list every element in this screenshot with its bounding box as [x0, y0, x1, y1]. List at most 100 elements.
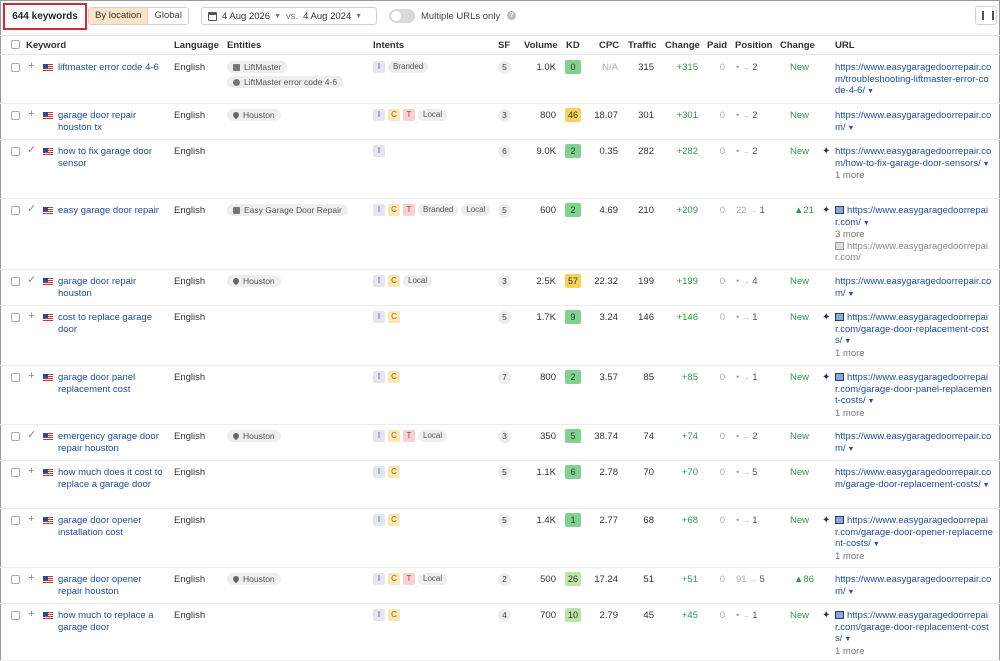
check-icon[interactable]: ✓ [27, 144, 37, 156]
entity-chip[interactable]: Houston [227, 109, 281, 121]
url-link[interactable]: https://www.easygaragedoorrepair.com/ [835, 574, 992, 597]
col-kd[interactable]: KD [566, 40, 580, 51]
more-urls-link[interactable]: 1 more [835, 645, 865, 657]
url-dropdown-icon[interactable]: ▼ [860, 219, 870, 227]
sf-count[interactable]: 3 [498, 275, 511, 288]
url-link[interactable]: https://www.easygaragedoorrepair.com/tro… [835, 62, 992, 96]
sf-count[interactable]: 5 [498, 466, 511, 479]
row-checkbox[interactable] [11, 373, 20, 382]
col-keyword[interactable]: Keyword [26, 40, 67, 51]
url-dropdown-icon[interactable]: ▼ [980, 160, 990, 168]
url-link[interactable]: https://www.easygaragedoorrepair.com/ [835, 431, 992, 454]
chevron-down-icon[interactable]: ▼ [355, 12, 363, 20]
multiple-urls-toggle[interactable] [389, 9, 415, 23]
col-position-change[interactable]: Change [780, 40, 815, 51]
keyword-link[interactable]: liftmaster error code 4-6 [58, 62, 159, 73]
entity-chip[interactable]: LiftMaster error code 4-6 [227, 76, 344, 88]
row-checkbox[interactable] [11, 611, 20, 620]
url-link[interactable]: https://www.easygaragedoorrepair.com/gar… [835, 515, 993, 549]
sf-count[interactable]: 5 [498, 514, 511, 527]
sf-count[interactable]: 6 [498, 145, 511, 158]
entity-chip[interactable]: Houston [227, 573, 281, 585]
url-link[interactable]: https://www.easygaragedoorrepair.com/how… [835, 146, 992, 169]
row-checkbox[interactable] [11, 206, 20, 215]
keyword-link[interactable]: how much to replace a garage door [58, 610, 154, 633]
sf-count[interactable]: 5 [498, 311, 511, 324]
col-sf[interactable]: SF [498, 40, 511, 51]
sf-count[interactable]: 3 [498, 109, 511, 122]
url-link[interactable]: https://www.easygaragedoorrepair.com/gar… [835, 610, 989, 644]
url-dropdown-icon[interactable]: ▼ [842, 338, 852, 345]
url-dropdown-icon[interactable]: ▼ [865, 398, 875, 405]
sf-count[interactable]: 2 [498, 573, 511, 586]
url-dropdown-icon[interactable]: ▼ [845, 124, 855, 132]
url-link[interactable]: https://www.easygaragedoorrepair.com/ [835, 205, 988, 228]
keyword-link[interactable]: garage door panel replacement cost [58, 372, 136, 395]
keyword-link[interactable]: garage door repair houston tx [58, 110, 137, 133]
sf-count[interactable]: 4 [498, 609, 511, 622]
sf-count[interactable]: 3 [498, 430, 511, 443]
add-keyword-icon[interactable]: + [28, 108, 35, 120]
url-dropdown-icon[interactable]: ▼ [845, 290, 855, 298]
entity-chip[interactable]: Houston [227, 430, 281, 442]
keyword-link[interactable]: cost to replace garage door [58, 312, 153, 335]
keyword-link[interactable]: garage door opener installation cost [58, 515, 142, 538]
more-urls-link[interactable]: 1 more [835, 407, 865, 419]
entity-chip[interactable]: LiftMaster [227, 61, 288, 73]
url-link[interactable]: https://www.easygaragedoorrepair.com/gar… [835, 312, 989, 346]
col-volume[interactable]: Volume [524, 40, 558, 51]
keyword-link[interactable]: how to fix garage door sensor [58, 146, 153, 169]
help-icon[interactable]: ? [507, 11, 516, 20]
more-urls-link[interactable]: 1 more [835, 170, 865, 181]
url-dropdown-icon[interactable]: ▼ [845, 588, 855, 596]
col-intents[interactable]: Intents [373, 40, 405, 51]
url-link[interactable]: https://www.easygaragedoorrepair.com/gar… [835, 467, 992, 490]
col-url[interactable]: URL [835, 40, 855, 51]
keyword-link[interactable]: how much does it cost to replace a garag… [58, 467, 163, 490]
row-checkbox[interactable] [11, 575, 20, 584]
check-icon[interactable]: ✓ [27, 274, 37, 286]
sf-count[interactable]: 5 [498, 204, 511, 217]
add-keyword-icon[interactable]: + [28, 572, 35, 584]
col-entities[interactable]: Entities [227, 40, 262, 51]
col-language[interactable]: Language [174, 40, 219, 51]
more-urls-link[interactable]: 1 more [835, 550, 865, 562]
keyword-link[interactable]: easy garage door repair [58, 205, 159, 216]
add-keyword-icon[interactable]: + [28, 465, 35, 477]
date-compare-select[interactable]: 4 Aug 2026 ▼ vs. 4 Aug 2024 ▼ [201, 7, 377, 25]
url-dropdown-icon[interactable]: ▼ [980, 481, 990, 489]
url-link[interactable]: https://www.easygaragedoorrepair.com/ [835, 276, 992, 299]
add-keyword-icon[interactable]: + [28, 60, 35, 72]
row-checkbox[interactable] [11, 516, 20, 525]
row-checkbox[interactable] [11, 277, 20, 286]
col-cpc[interactable]: CPC [599, 40, 620, 51]
url-dropdown-icon[interactable]: ▼ [865, 88, 874, 95]
col-change[interactable]: Change [665, 40, 700, 51]
url-dropdown-icon[interactable]: ▼ [842, 636, 852, 643]
col-paid[interactable]: Paid [707, 40, 728, 51]
add-keyword-icon[interactable]: + [28, 370, 35, 382]
by-location-button[interactable]: By location [89, 8, 148, 24]
chevron-down-icon[interactable]: ▼ [274, 12, 282, 20]
check-icon[interactable]: ✓ [27, 203, 37, 215]
select-all-checkbox[interactable] [11, 40, 20, 49]
col-position[interactable]: Position [735, 40, 773, 51]
col-traffic[interactable]: Traffic [628, 40, 657, 51]
keyword-link[interactable]: emergency garage door repair houston [58, 431, 159, 454]
add-keyword-icon[interactable]: + [28, 608, 35, 620]
add-keyword-icon[interactable]: + [28, 513, 35, 525]
row-checkbox[interactable] [11, 313, 20, 322]
more-urls-link[interactable]: 1 more [835, 347, 865, 359]
keyword-link[interactable]: garage door opener repair houston [58, 574, 142, 597]
add-keyword-icon[interactable]: + [28, 310, 35, 322]
url-link[interactable]: https://www.easygaragedoorrepair.com/ [835, 110, 992, 133]
url-dropdown-icon[interactable]: ▼ [870, 541, 880, 548]
row-checkbox[interactable] [11, 63, 20, 72]
entity-chip[interactable]: Houston [227, 275, 281, 287]
sf-count[interactable]: 5 [498, 61, 511, 74]
global-button[interactable]: Global [147, 8, 188, 24]
columns-button[interactable] [975, 6, 997, 25]
more-urls-link[interactable]: 3 more [835, 229, 865, 240]
url-dropdown-icon[interactable]: ▼ [845, 445, 855, 453]
row-checkbox[interactable] [11, 111, 20, 120]
